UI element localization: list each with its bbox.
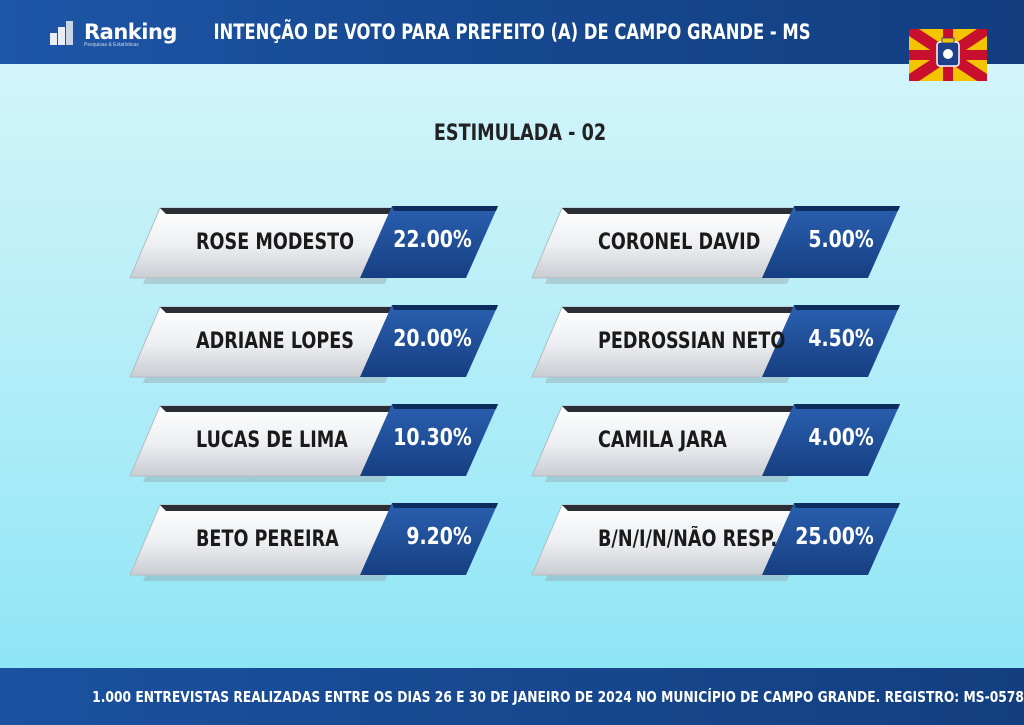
candidate-percentage: 10.30% (393, 425, 472, 451)
footer-note: 1.000 ENTREVISTAS REALIZADAS ENTRE OS DI… (92, 688, 1024, 706)
candidate-card: BETO PEREIRA 9.20% (129, 503, 500, 581)
candidate-card: LUCAS DE LIMA 10.30% (129, 404, 500, 482)
card-shape (531, 404, 900, 482)
candidate-name: LUCAS DE LIMA (196, 428, 348, 453)
candidate-percentage: 22.00% (393, 227, 472, 253)
card-shape (129, 206, 498, 284)
card-shape (531, 503, 900, 581)
footer-bar: 1.000 ENTREVISTAS REALIZADAS ENTRE OS DI… (0, 668, 1024, 725)
page-title: INTENÇÃO DE VOTO PARA PREFEITO (A) DE CA… (213, 20, 811, 44)
candidate-percentage: 25.00% (795, 524, 874, 550)
candidate-name: ADRIANE LOPES (196, 329, 354, 354)
campo-grande-flag-icon (909, 29, 987, 81)
candidate-name: BETO PEREIRA (196, 527, 339, 552)
card-shape (531, 206, 900, 284)
logo-subtext: Pesquisas & Estatísticas (84, 42, 139, 48)
candidate-card: ROSE MODESTO 22.00% (129, 206, 500, 284)
card-shape (531, 305, 900, 383)
candidate-percentage: 9.20% (406, 524, 472, 550)
candidate-percentage: 4.00% (808, 425, 874, 451)
candidate-name: CAMILA JARA (598, 428, 727, 453)
candidate-percentage: 4.50% (808, 326, 874, 352)
candidate-card: ADRIANE LOPES 20.00% (129, 305, 500, 383)
candidate-name: PEDROSSIAN NETO (598, 329, 786, 354)
chart-subtitle: ESTIMULADA - 02 (433, 121, 607, 146)
candidate-card: CAMILA JARA 4.00% (531, 404, 902, 482)
candidate-name: ROSE MODESTO (196, 230, 355, 255)
candidate-name: CORONEL DAVID (598, 230, 761, 255)
card-shape (129, 305, 498, 383)
candidate-name: B/N/I/N/NÃO RESP. (598, 527, 778, 552)
card-shape (129, 503, 498, 581)
candidate-card: CORONEL DAVID 5.00% (531, 206, 902, 284)
candidate-card: B/N/I/N/NÃO RESP. 25.00% (531, 503, 902, 581)
candidate-percentage: 5.00% (808, 227, 874, 253)
ranking-logo: Ranking Pesquisas & Estatísticas (50, 18, 177, 48)
card-shape (129, 404, 498, 482)
candidate-percentage: 20.00% (393, 326, 472, 352)
chart-logo-icon (50, 19, 80, 45)
header-bar: Ranking Pesquisas & Estatísticas INTENÇÃ… (0, 0, 1024, 64)
candidate-card: PEDROSSIAN NETO 4.50% (531, 305, 902, 383)
logo-text: Ranking (84, 20, 177, 44)
